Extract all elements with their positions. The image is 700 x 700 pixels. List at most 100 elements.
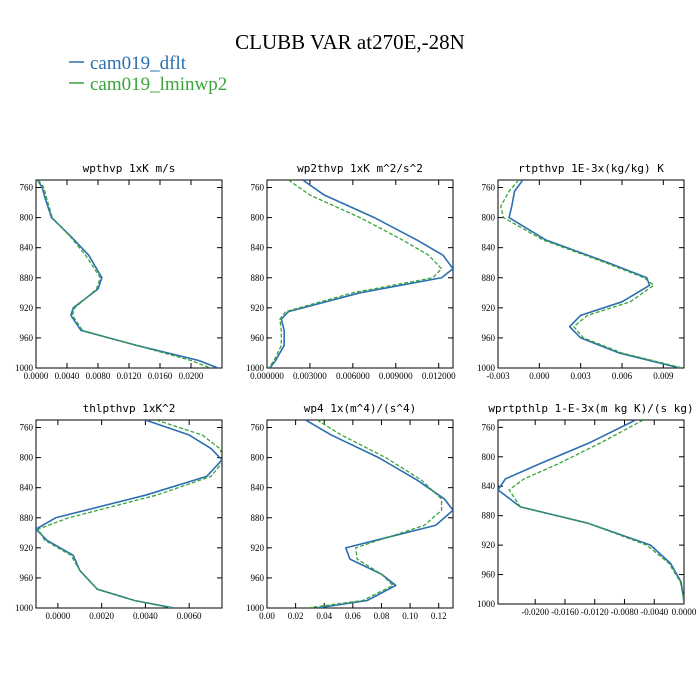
y-tick-label: 800 [251,213,265,223]
panel-6: wprtpthlp 1-E-3x(m kg K)/(s kg) 760 800 840… [477,402,697,617]
x-tick-label: 0.0000 [46,611,71,621]
panels: wpthvp 1xK m/s76080084088092096010000.00… [15,162,697,621]
y-tick-label: 920 [20,543,34,553]
series-line-lminwp2 [267,180,443,368]
series-group [36,420,222,608]
series-group [500,180,683,368]
panel-title: wprtpthlp 1-E-3x(m kg K)/(s kg) [488,402,693,415]
y-tick-label: 920 [251,303,265,313]
series-line-lminwp2 [500,180,683,368]
y-tick-label: 960 [251,573,265,583]
x-tick-label: 0.003000 [293,371,327,381]
plot-frame [497,419,685,605]
y-tick-label: 880 [482,511,496,521]
y-tick-label: 800 [20,213,34,223]
x-tick-label: 0.0040 [133,611,158,621]
plot-frame [35,179,223,369]
y-tick-label: 880 [20,513,34,523]
x-tick-label: -0.0160 [551,607,579,617]
panel-1: wpthvp 1xK m/s76080084088092096010000.00… [15,162,223,381]
x-tick-label: 0.0120 [117,371,142,381]
y-tick-label: 760 [20,183,34,193]
y-tick-label: 800 [482,213,496,223]
y-tick-label: 840 [482,481,496,491]
x-tick-label: 0.0200 [179,371,204,381]
y-tick-label: 1000 [246,363,265,373]
y-tick-label: 1000 [15,363,34,373]
series-line-dflt [36,180,219,368]
y-tick-label: 760 [251,423,265,433]
legend-label-dflt: cam019_dflt [90,53,187,74]
series-line-dflt [498,420,684,604]
y-tick-label: 840 [482,243,496,253]
panel-3: rtpthvp 1E-3x(kg/kg) K 760 800 840 880 920 960… [477,162,685,381]
legend-label-lminwp2: cam019_lminwp2 [90,74,227,95]
series-line-lminwp2 [37,180,211,368]
x-tick-label: 0.08 [374,611,390,621]
x-tick-label: 0.009000 [379,371,413,381]
series-line-dflt [269,180,453,368]
y-tick-label: 920 [482,303,496,313]
x-tick-label: 0.0040 [55,371,80,381]
x-tick-label: -0.0200 [521,607,549,617]
x-tick-label: -0.0040 [640,607,668,617]
plot-frame [266,179,454,369]
x-tick-label: 0.02 [288,611,304,621]
panel-title: wp4 1x(m^4)/(s^4) [304,402,417,415]
series-line-lminwp2 [306,420,443,608]
y-tick-label: 1000 [477,599,496,609]
x-tick-label: 0.04 [316,611,332,621]
y-tick-label: 960 [482,570,496,580]
y-tick-label: 960 [482,333,496,343]
y-tick-label: 880 [20,273,34,283]
panel-title: thlpthvp 1xK^2 [83,402,176,415]
y-tick-label: 880 [251,273,265,283]
y-tick-label: 840 [251,483,265,493]
y-tick-label: 760 [20,423,34,433]
y-tick-label: 920 [20,303,34,313]
y-tick-label: 800 [20,453,34,463]
panel-title: rtpthvp 1E-3x(kg/kg) K [518,162,664,175]
series-line-lminwp2 [37,420,222,608]
y-tick-label: 840 [20,243,34,253]
x-tick-label: 0.006 [612,371,633,381]
series-line-lminwp2 [508,420,684,604]
series-group [305,420,453,608]
legend: cam019_dflt cam019_lminwp2 [69,53,227,95]
x-tick-label: 0.003 [571,371,592,381]
y-tick-label: 880 [482,273,496,283]
x-tick-label: 0.0080 [86,371,111,381]
y-tick-label: 760 [251,183,265,193]
y-tick-label: 800 [251,453,265,463]
x-tick-label: 0.012000 [422,371,456,381]
x-tick-label: -0.0120 [581,607,609,617]
panel-5: wp4 1x(m^4)/(s^4)76080084088092096010000… [246,402,454,621]
x-tick-label: 0.06 [345,611,361,621]
figure-title: CLUBB VAR at270E,-28N [235,30,465,54]
x-tick-label: 0.0160 [148,371,173,381]
y-tick-label: 840 [251,243,265,253]
y-tick-label: 960 [20,573,34,583]
x-tick-label: 0.10 [402,611,418,621]
y-tick-label: 960 [251,333,265,343]
y-tick-label: 1000 [15,603,34,613]
x-tick-label: 0.0000 [672,607,697,617]
x-tick-label: 0.00 [259,611,275,621]
x-tick-label: 0.0000 [24,371,49,381]
series-line-dflt [305,420,453,608]
x-tick-label: 0.000000 [250,371,284,381]
series-group [498,420,684,604]
x-tick-label: -0.003 [486,371,510,381]
x-tick-label: 0.0020 [89,611,114,621]
y-tick-label: 760 [482,422,496,432]
series-line-dflt [36,420,222,608]
x-tick-label: 0.000 [529,371,550,381]
x-tick-label: 0.009 [653,371,674,381]
y-tick-label: 840 [20,483,34,493]
x-tick-label: 0.0060 [177,611,202,621]
y-tick-label: 760 [482,183,496,193]
plot-frame [497,179,685,369]
panel-2: wp2thvp 1xK m^2/s^2 760 800 840 880 920 960 100… [246,162,456,381]
y-tick-label: 1000 [477,363,496,373]
